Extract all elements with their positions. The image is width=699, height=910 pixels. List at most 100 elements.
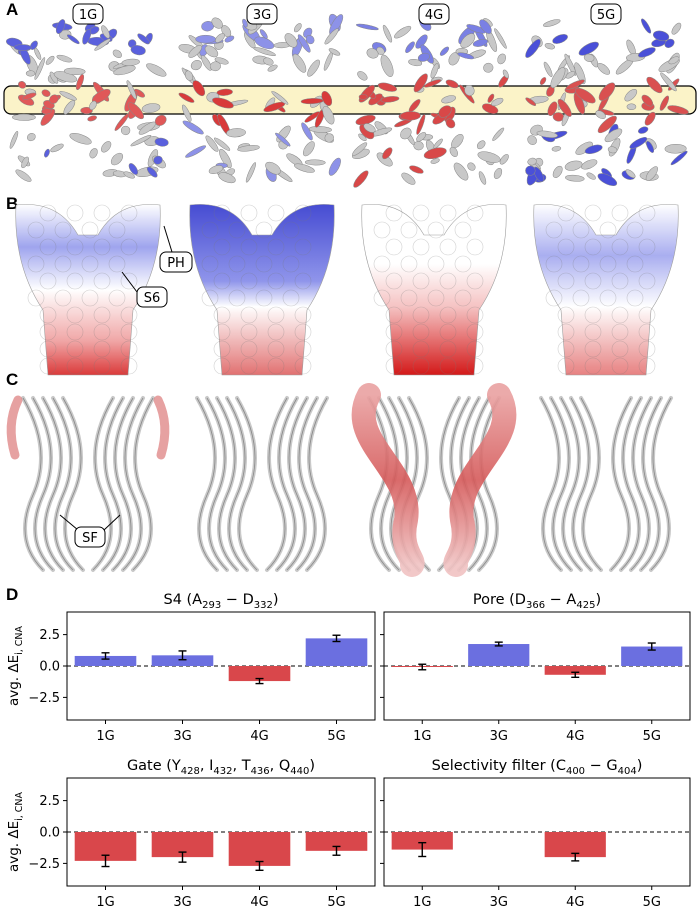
helix-segment xyxy=(598,82,616,101)
atom-sphere xyxy=(240,340,258,358)
helix-segment xyxy=(146,166,158,178)
helix-segment xyxy=(539,77,547,85)
helix-segment xyxy=(324,28,339,45)
atom-sphere xyxy=(267,357,285,375)
y-tick-label: −2.5 xyxy=(28,691,60,706)
helix-segment xyxy=(184,70,194,81)
atom-sphere xyxy=(294,272,312,290)
helix-segment xyxy=(328,48,341,56)
atom-sphere xyxy=(93,272,111,290)
helix-segment xyxy=(565,71,576,79)
helix-segment xyxy=(552,165,563,178)
helix-segment xyxy=(525,97,537,106)
helix-segment xyxy=(302,141,315,157)
atom-sphere xyxy=(255,255,273,273)
structure-ribbon-5g xyxy=(525,18,689,186)
atom-sphere xyxy=(120,340,138,358)
helix-segment xyxy=(293,23,302,33)
helix-segment xyxy=(89,148,98,159)
helix-segment xyxy=(626,103,637,110)
helix-segment xyxy=(497,53,506,65)
selectivity-filter-1g xyxy=(6,395,170,572)
helix-segment xyxy=(416,132,427,142)
atom-sphere xyxy=(439,204,457,222)
helix-segment xyxy=(400,127,412,140)
structure-ribbon-1g xyxy=(6,19,169,182)
helix-segment xyxy=(41,89,51,97)
panel-b xyxy=(15,204,679,376)
helix-segment xyxy=(307,59,321,77)
atom-sphere xyxy=(213,238,231,256)
atom-sphere xyxy=(439,272,457,290)
helix-segment xyxy=(366,48,379,59)
helix-segment xyxy=(574,62,586,85)
y-axis-label: avg. ΔEi, CNA xyxy=(6,625,25,706)
x-tick-label: 1G xyxy=(413,895,431,910)
helix-segment xyxy=(195,34,217,44)
helix-segment xyxy=(380,96,400,103)
atom-sphere xyxy=(439,357,457,375)
panel-letter-b: B xyxy=(6,194,19,213)
atom-sphere xyxy=(240,357,258,375)
helix-segment xyxy=(551,146,562,152)
atom-sphere xyxy=(213,306,231,324)
helix-segment xyxy=(652,30,670,42)
helix-segment xyxy=(45,55,55,65)
helix-segment xyxy=(120,125,131,136)
helix-segment xyxy=(400,111,421,121)
atom-sphere xyxy=(611,306,629,324)
callout-s6: S6 xyxy=(121,271,168,308)
helix-segment xyxy=(565,79,585,90)
helix-segment xyxy=(625,169,636,179)
helix-segment xyxy=(557,98,572,117)
helix-segment xyxy=(382,24,393,43)
helix-segment xyxy=(660,72,677,92)
callout-sf-label: SF xyxy=(82,531,98,546)
callout-ph-label: PH xyxy=(167,256,185,271)
backbone-stick xyxy=(649,396,673,572)
structures-a xyxy=(6,13,689,188)
helix-segment xyxy=(597,173,618,186)
helix-segment xyxy=(430,158,440,164)
x-tick-label: 1G xyxy=(413,729,431,744)
helix-segment xyxy=(112,49,122,59)
atom-sphere xyxy=(638,272,656,290)
helix-segment xyxy=(13,44,32,51)
bar xyxy=(621,646,683,666)
atom-sphere xyxy=(385,204,403,222)
helix-segment xyxy=(671,22,682,35)
atom-sphere xyxy=(584,323,602,341)
atom-sphere xyxy=(385,340,403,358)
atom-sphere xyxy=(201,221,219,239)
atom-sphere xyxy=(412,238,430,256)
helix-segment xyxy=(405,41,415,53)
x-tick-label: 3G xyxy=(490,895,508,910)
atom-sphere xyxy=(557,306,575,324)
helix-segment xyxy=(358,94,368,100)
helix-segment xyxy=(479,19,492,34)
helix-segment xyxy=(130,45,146,56)
atom-sphere xyxy=(39,340,57,358)
bar xyxy=(228,666,291,682)
helix-segment xyxy=(226,128,246,138)
helix-segment xyxy=(409,165,424,174)
atom-sphere xyxy=(282,289,300,307)
atom-sphere xyxy=(427,289,445,307)
helix-segment xyxy=(550,67,566,88)
helix-segment xyxy=(128,163,139,175)
atom-sphere xyxy=(240,238,258,256)
atom-sphere xyxy=(120,306,138,324)
atom-sphere xyxy=(557,238,575,256)
panel-letter-c: C xyxy=(6,370,19,389)
atom-sphere xyxy=(412,204,430,222)
x-tick-label: 5G xyxy=(327,895,345,910)
atom-sphere xyxy=(466,272,484,290)
helix-segment xyxy=(324,133,334,143)
helix-segment xyxy=(460,33,476,49)
atom-sphere xyxy=(557,323,575,341)
atom-sphere xyxy=(611,323,629,341)
helix-segment xyxy=(357,71,368,81)
atom-sphere xyxy=(39,357,57,375)
helix-segment xyxy=(578,41,599,56)
